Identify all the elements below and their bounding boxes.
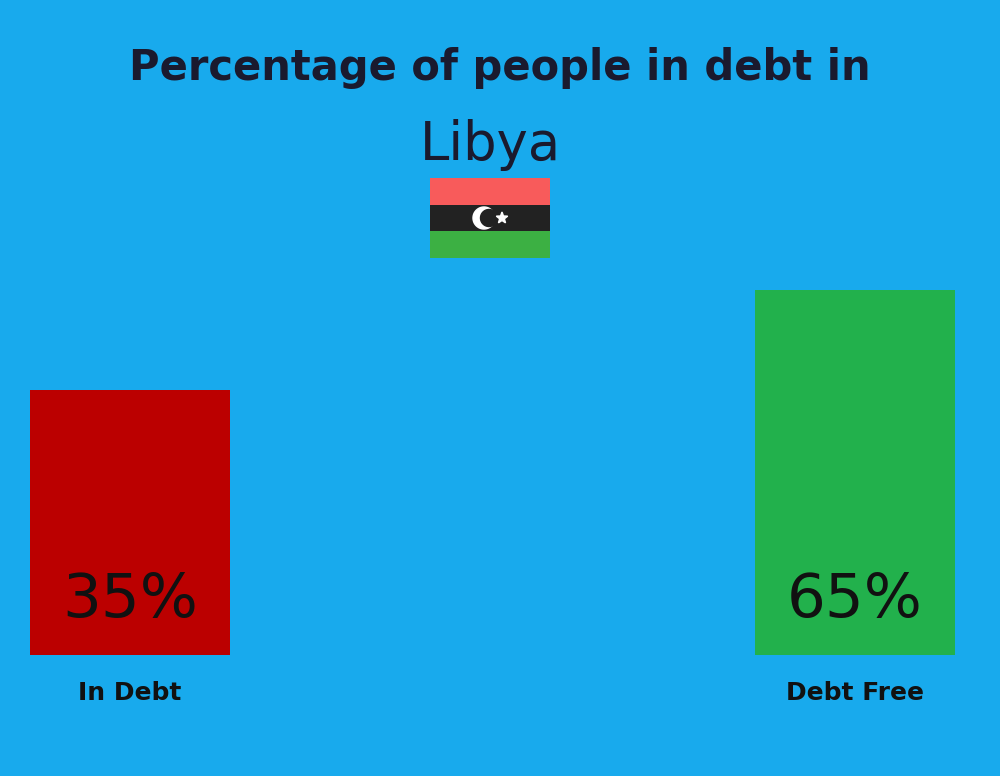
Bar: [755, 290, 955, 655]
Polygon shape: [473, 207, 495, 229]
Text: Libya: Libya: [419, 119, 561, 171]
Text: 65%: 65%: [787, 570, 923, 629]
Text: In Debt: In Debt: [78, 681, 182, 705]
Text: 35%: 35%: [62, 570, 198, 629]
Polygon shape: [496, 212, 508, 223]
Text: Debt Free: Debt Free: [786, 681, 924, 705]
Text: Percentage of people in debt in: Percentage of people in debt in: [129, 47, 871, 89]
Bar: [430, 178, 550, 205]
Bar: [430, 231, 550, 258]
Polygon shape: [481, 210, 498, 227]
Bar: [430, 205, 550, 231]
Bar: [30, 390, 230, 655]
